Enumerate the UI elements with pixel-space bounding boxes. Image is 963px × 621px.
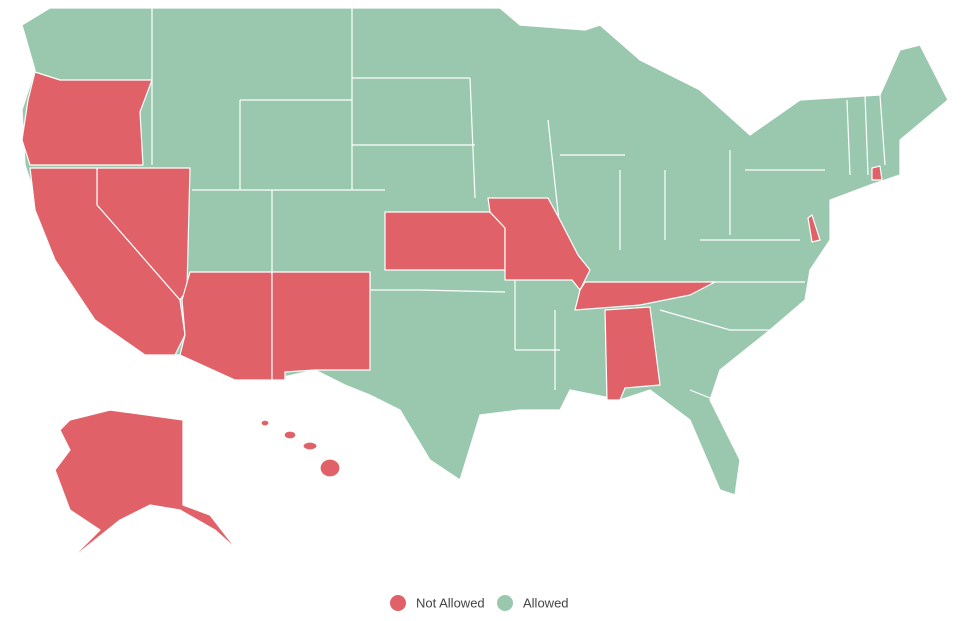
state-region xyxy=(319,458,341,478)
legend-swatch xyxy=(390,595,406,611)
state-region xyxy=(29,167,186,356)
state-region xyxy=(271,271,371,381)
state-region xyxy=(283,430,297,440)
state-region xyxy=(179,271,273,381)
state-region xyxy=(871,165,883,181)
state-region xyxy=(384,211,506,271)
map-states xyxy=(21,7,949,561)
legend-label: Not Allowed xyxy=(416,595,485,610)
state-region xyxy=(260,419,270,427)
state-region xyxy=(302,441,318,451)
legend-swatch xyxy=(497,595,513,611)
state-region xyxy=(54,409,238,561)
state-region xyxy=(807,214,821,243)
legend: Not Allowed Allowed xyxy=(390,595,569,611)
state-borders xyxy=(151,8,886,401)
state-region xyxy=(21,71,153,166)
state-region xyxy=(604,306,661,401)
legend-label: Allowed xyxy=(523,595,569,610)
state-region xyxy=(574,281,716,311)
